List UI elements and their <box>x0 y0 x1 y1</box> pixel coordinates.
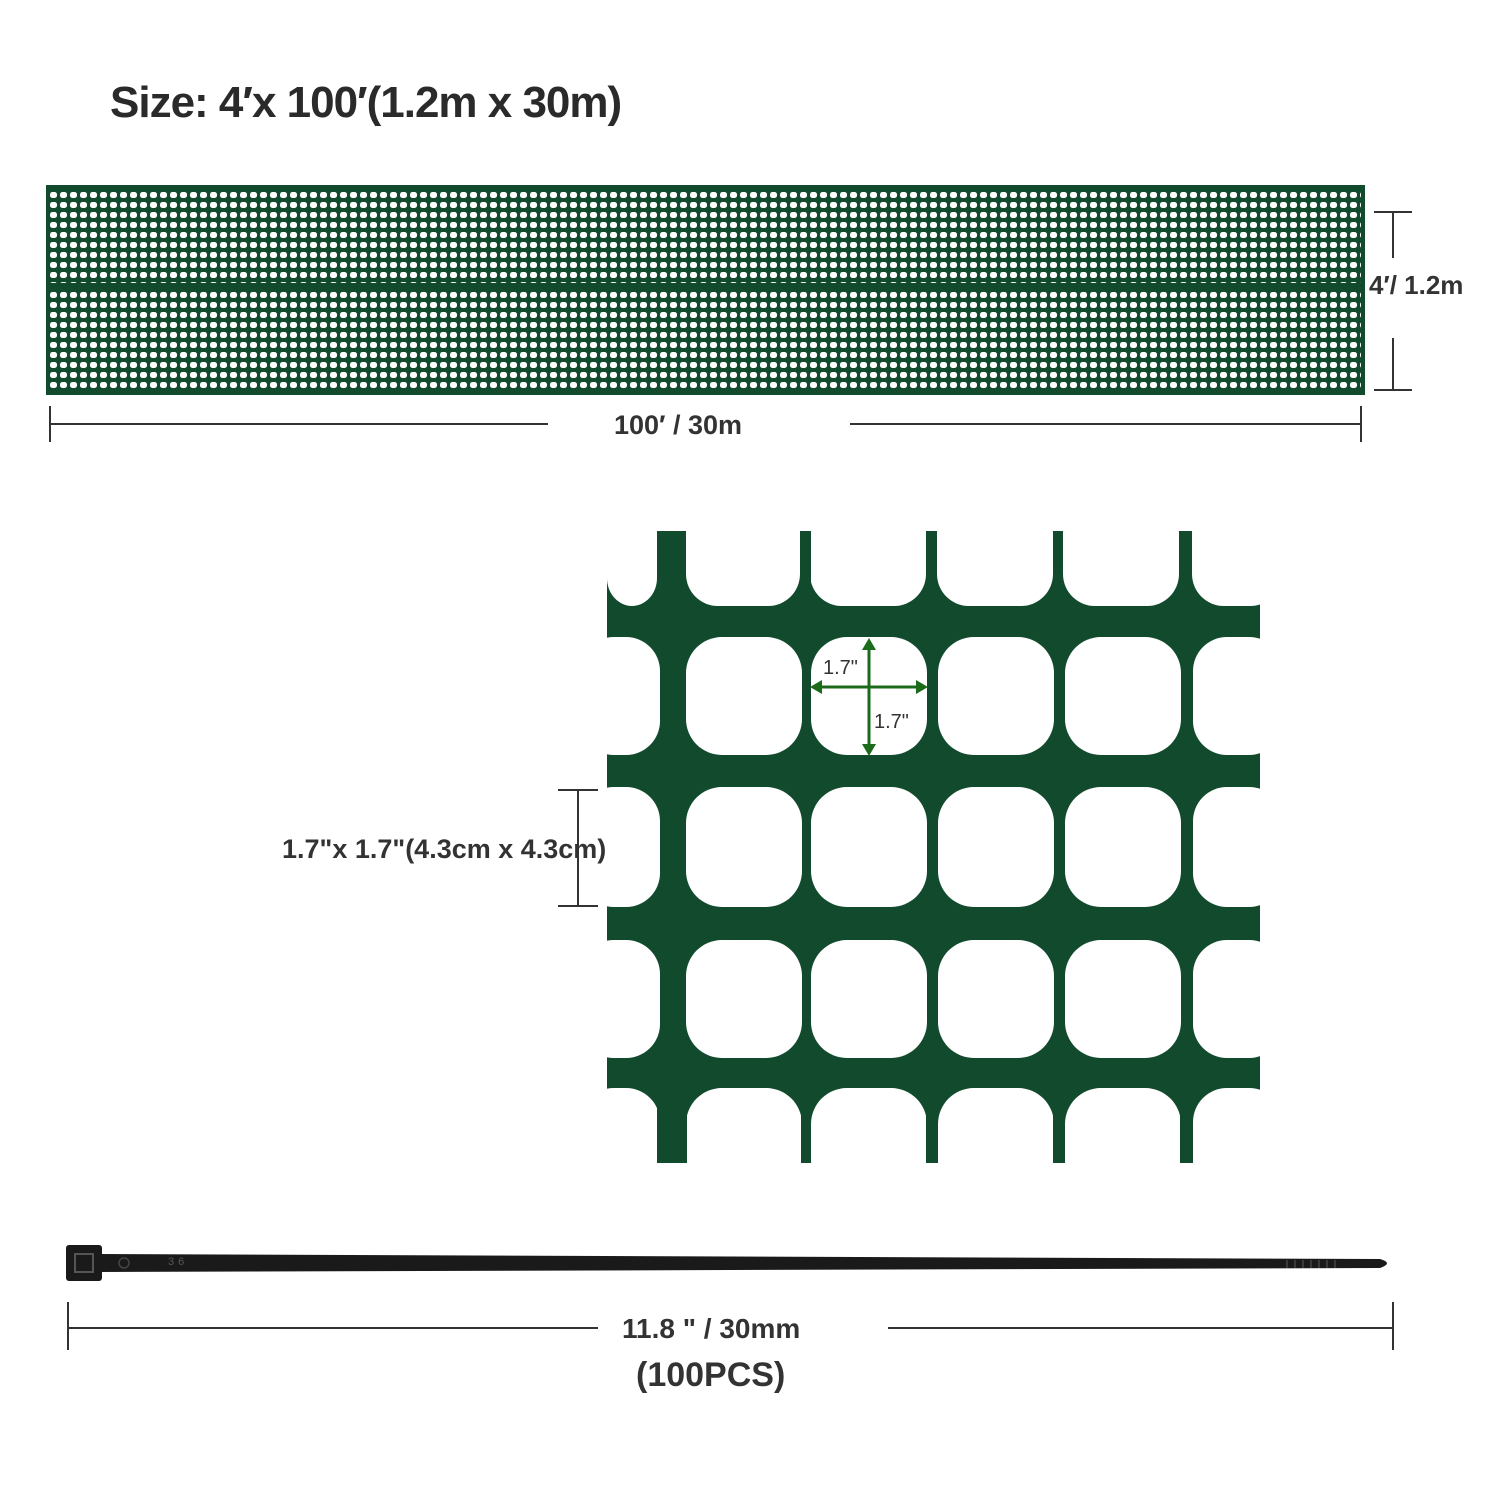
cell-height-label: 1.7" <box>874 711 909 733</box>
cable-tie-length-label: 11.8 " / 30mm <box>622 1313 801 1344</box>
cable-tie-strap <box>100 1254 1387 1272</box>
cable-tie-embossed-text: 36 <box>168 1256 189 1268</box>
roll-length-label: 100′ / 30m <box>614 410 743 440</box>
cell-dimension-arrows <box>810 638 928 756</box>
roll-height-label: 4′/ 1.2m <box>1369 270 1464 300</box>
size-title: Size: 4′x 100′(1.2m x 30m) <box>110 78 622 127</box>
cable-tie-quantity-label: (100PCS) <box>636 1356 786 1394</box>
mesh-closeup <box>560 480 1320 1203</box>
cell-width-label: 1.7" <box>823 657 858 679</box>
fence-roll-center-band <box>48 283 1363 291</box>
opening-size-label: 1.7"x 1.7"(4.3cm x 4.3cm) <box>282 834 607 864</box>
cable-tie-length-dimension <box>67 1302 1394 1350</box>
cable-tie <box>66 1245 1387 1281</box>
roll-length-dimension <box>49 406 1362 442</box>
fence-roll-overview <box>46 185 1365 395</box>
roll-height-dimension <box>1374 211 1412 391</box>
cable-tie-head <box>66 1245 102 1281</box>
opening-size-bracket <box>558 789 598 907</box>
